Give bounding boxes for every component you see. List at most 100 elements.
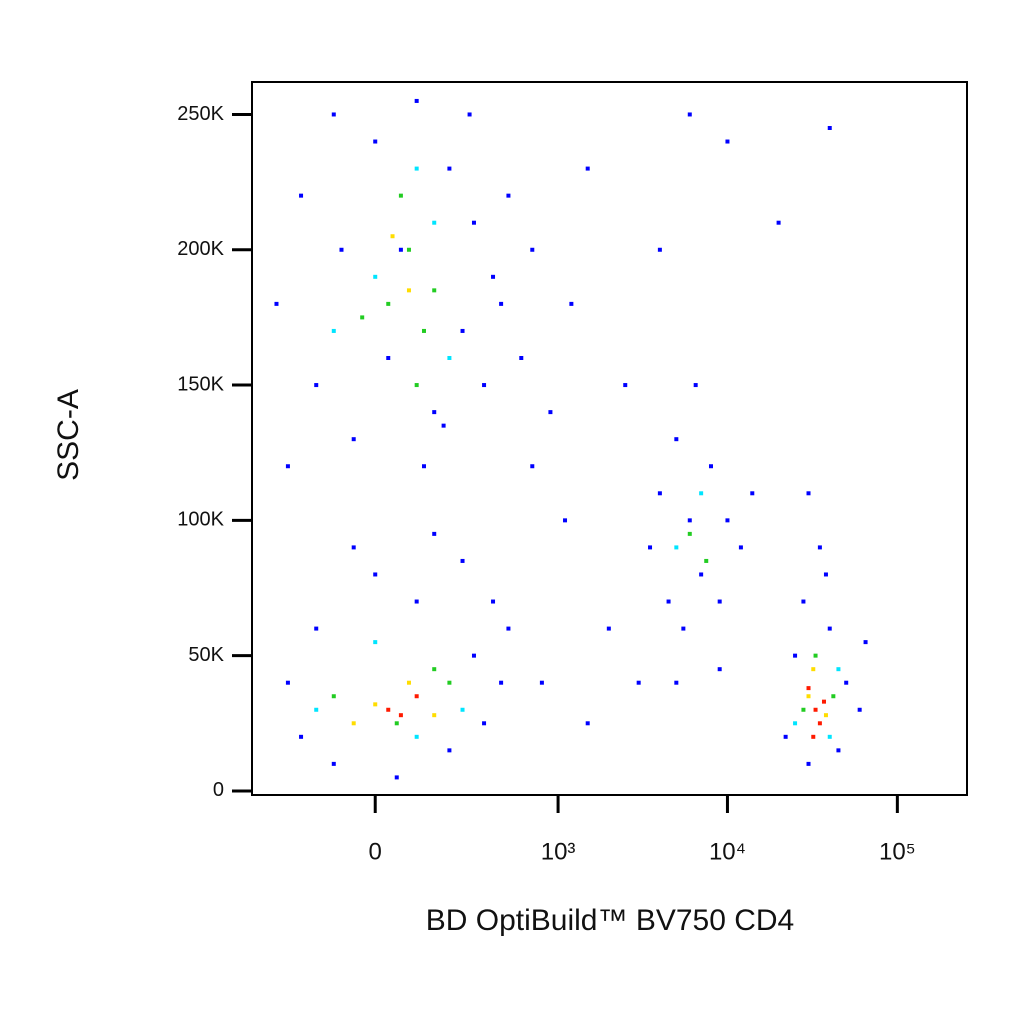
point	[687, 518, 692, 523]
point	[432, 713, 437, 718]
point	[806, 686, 811, 691]
y-tick-label: 250K	[177, 103, 224, 125]
point	[398, 247, 403, 252]
point	[421, 328, 426, 333]
point	[471, 653, 476, 658]
point	[827, 734, 832, 739]
point	[811, 667, 816, 672]
y-tick-label: 150K	[177, 373, 224, 395]
point	[539, 680, 544, 685]
point	[414, 383, 419, 388]
point	[373, 274, 378, 279]
point	[821, 699, 826, 704]
point	[836, 667, 841, 672]
point	[674, 437, 679, 442]
point	[447, 356, 452, 360]
point	[827, 126, 832, 130]
point	[432, 410, 437, 415]
point	[776, 220, 781, 225]
point	[674, 545, 679, 550]
point	[506, 193, 511, 198]
point	[499, 301, 504, 306]
point	[674, 680, 679, 685]
y-tick-label: 200K	[177, 238, 224, 260]
x-tick-label: 0	[369, 838, 382, 865]
y-tick-label: 100K	[177, 509, 224, 531]
point	[681, 626, 686, 631]
point	[806, 694, 811, 699]
point	[285, 464, 290, 469]
point	[432, 667, 437, 672]
point	[699, 572, 704, 577]
point	[414, 599, 419, 604]
point	[857, 707, 862, 712]
point	[750, 491, 755, 496]
point	[467, 112, 472, 117]
point	[823, 713, 828, 718]
point	[460, 328, 465, 333]
point	[460, 558, 465, 563]
point	[725, 139, 730, 144]
point	[717, 599, 722, 604]
point	[863, 640, 868, 645]
point	[636, 680, 641, 685]
point	[414, 734, 419, 739]
point	[811, 734, 816, 739]
point	[432, 531, 437, 536]
point	[806, 761, 811, 766]
point	[373, 139, 378, 144]
point	[398, 713, 403, 718]
point	[351, 437, 356, 442]
point	[491, 274, 496, 279]
point	[823, 572, 828, 577]
point	[530, 464, 535, 469]
point	[447, 680, 452, 685]
point	[414, 694, 419, 699]
point	[394, 721, 399, 726]
point	[687, 112, 692, 117]
point	[585, 166, 590, 171]
point	[687, 531, 692, 536]
point	[471, 220, 476, 225]
point	[585, 721, 590, 726]
point	[414, 98, 419, 103]
point	[738, 545, 743, 550]
point	[606, 626, 611, 631]
point	[331, 112, 336, 117]
point	[331, 694, 336, 699]
point	[285, 680, 290, 685]
point	[699, 491, 704, 496]
point	[844, 680, 849, 685]
point	[801, 707, 806, 712]
point	[817, 721, 822, 726]
point	[831, 694, 836, 699]
point	[432, 220, 437, 225]
point	[447, 748, 452, 753]
point	[801, 599, 806, 604]
point	[414, 166, 419, 171]
point	[314, 383, 319, 388]
point	[351, 721, 356, 726]
point	[406, 247, 411, 252]
point	[657, 247, 662, 252]
point	[793, 721, 798, 726]
point	[717, 667, 722, 672]
point	[813, 653, 818, 658]
plot-frame	[251, 81, 968, 796]
point	[836, 748, 841, 753]
point	[813, 707, 818, 712]
point	[725, 518, 730, 523]
point	[569, 301, 574, 306]
point	[390, 234, 395, 239]
point	[666, 599, 671, 604]
point	[657, 491, 662, 496]
point	[386, 356, 391, 360]
x-axis-label: BD OptiBuild™ BV750 CD4	[426, 904, 795, 937]
x-tick-label: 10³	[541, 838, 576, 865]
point	[704, 558, 709, 563]
point	[506, 626, 511, 631]
y-tick-label: 0	[213, 779, 224, 801]
point	[482, 721, 487, 726]
x-tick-label: 10⁵	[879, 838, 916, 865]
